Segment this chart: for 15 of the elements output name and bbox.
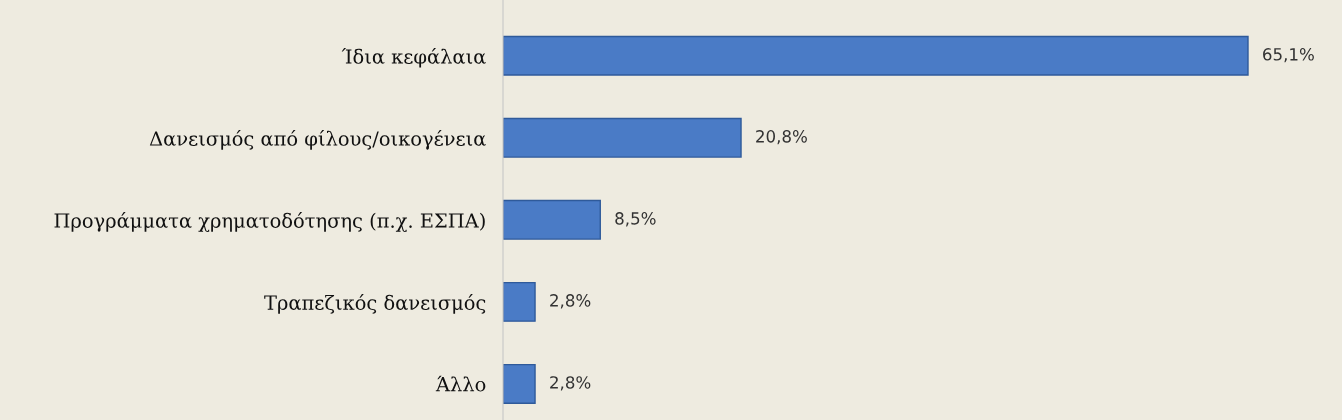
bar [503,35,1249,76]
y-tick-label: Ίδια κεφάλαια [341,48,486,68]
y-tick-label: Άλλο [435,375,486,392]
y-tick-label: Προγράμματα χρηματοδότησης (π.χ. ΕΣΠΑ) [54,212,485,232]
data-label: 2,8% [550,294,591,309]
bar [503,117,742,158]
bar [503,363,536,404]
y-tick-label: Τραπεζικός δανεισμός [264,294,486,314]
data-label: 20,8% [756,130,807,145]
bar [503,281,536,322]
data-label: 8,5% [615,212,656,227]
data-label: 2,8% [550,376,591,391]
bar [503,199,601,240]
y-tick-label: Δανεισμός από φίλους/οικογένεια [149,130,486,150]
data-label: 65,1% [1263,48,1314,63]
